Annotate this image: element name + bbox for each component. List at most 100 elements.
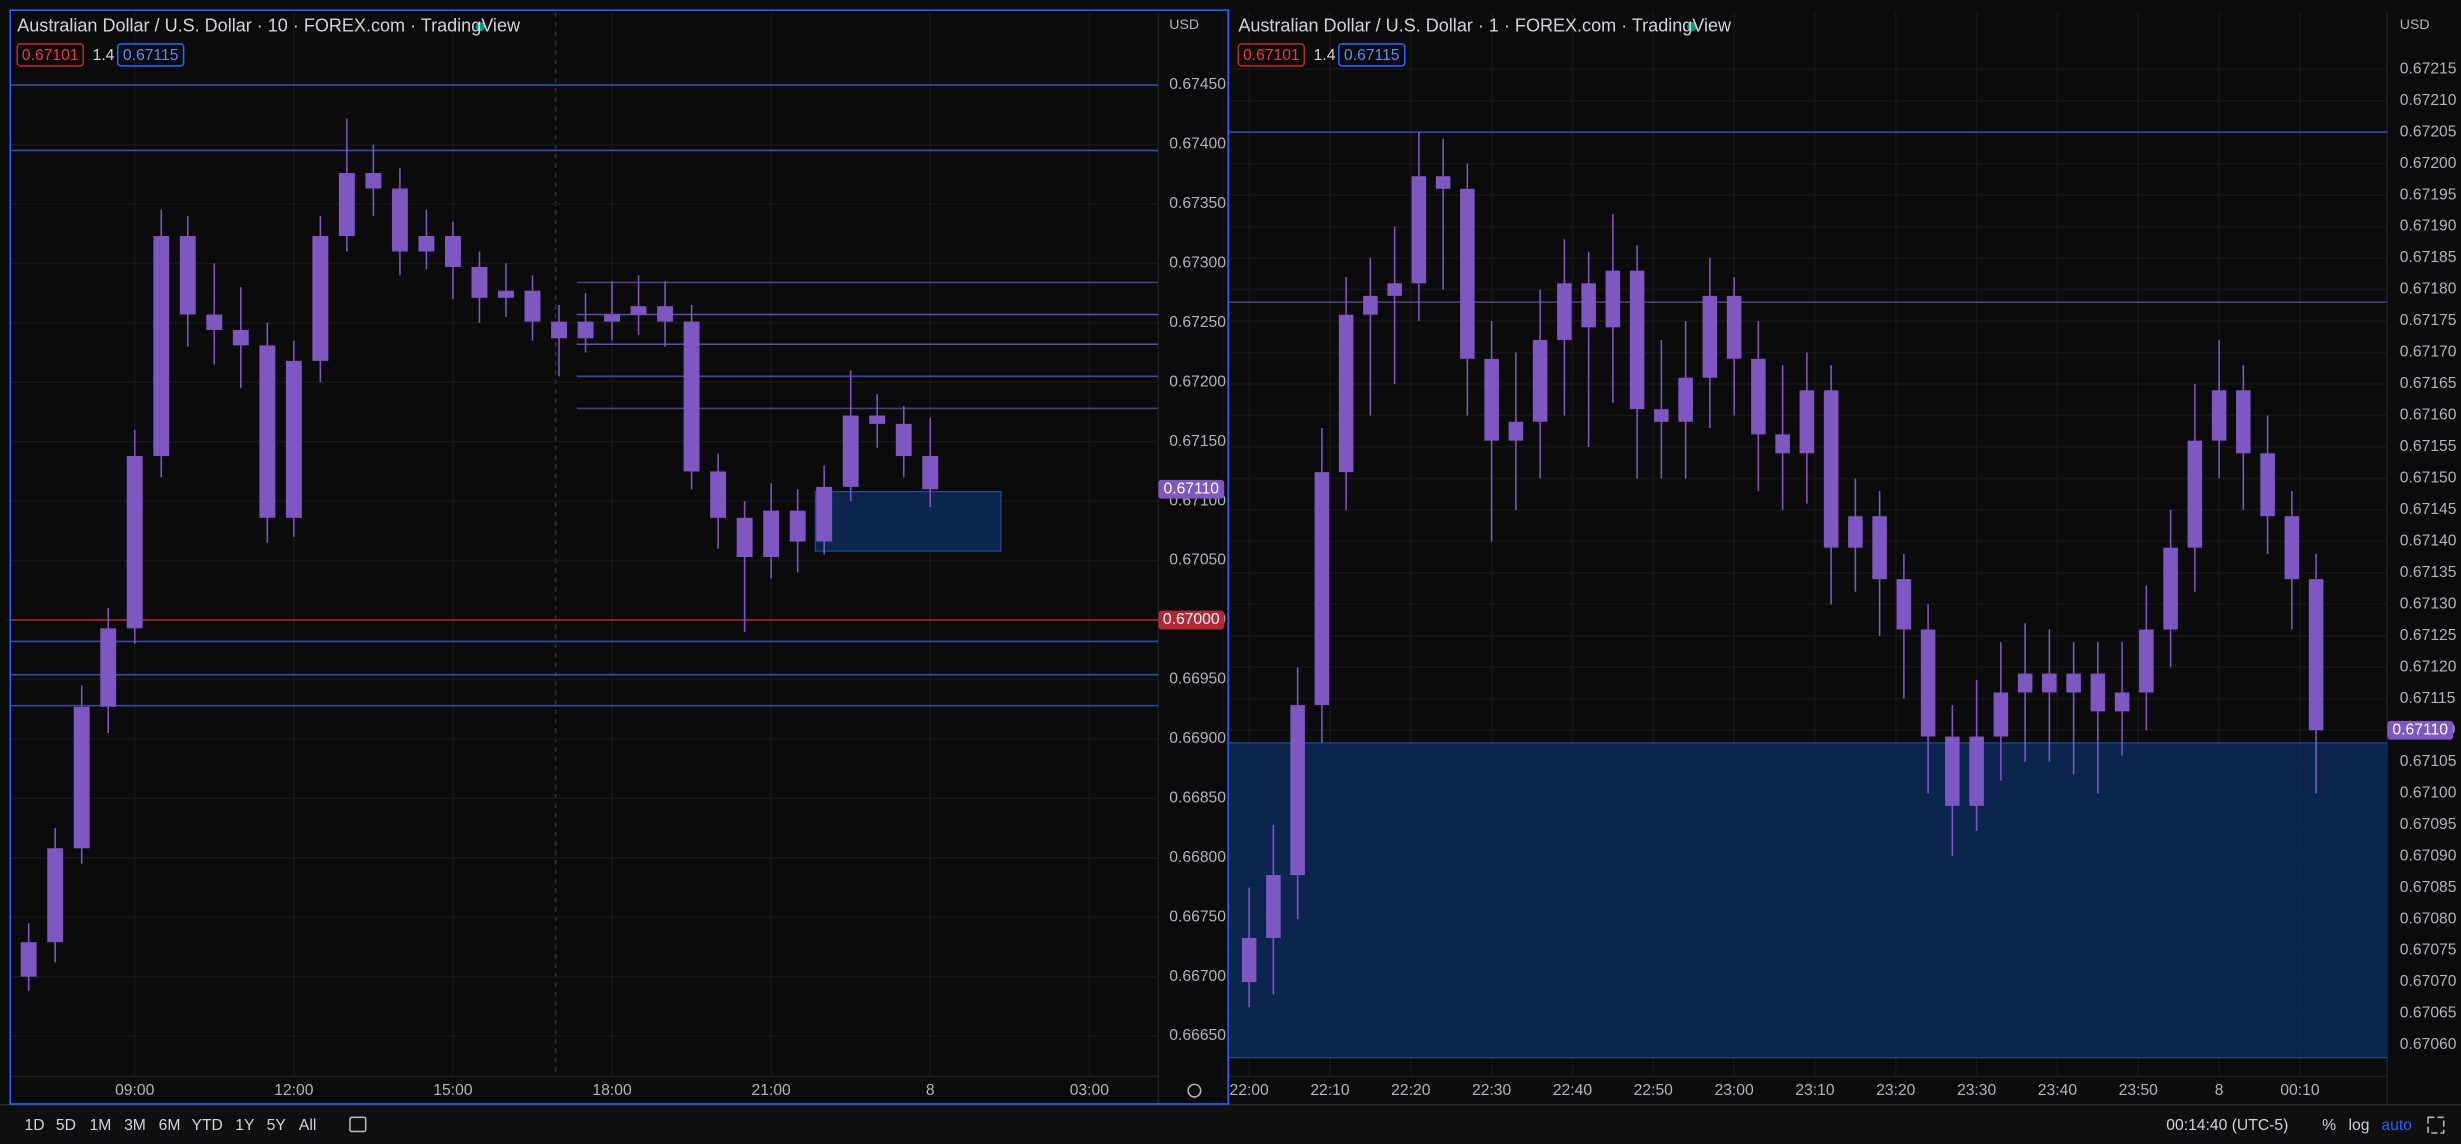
candle-body [1678, 377, 1693, 422]
active-pane-border [9, 9, 1229, 1105]
candle-body [1460, 188, 1475, 359]
candle-body [338, 173, 355, 237]
bid-box[interactable] [1237, 43, 1306, 67]
candle-body [1920, 629, 1936, 737]
ask-price[interactable]: 0.67115 [123, 47, 179, 64]
price-label: 0.67110 [2392, 721, 2448, 738]
range-button[interactable]: All [299, 1117, 316, 1134]
x-tick-label: 21:00 [752, 1082, 792, 1099]
currency[interactable]: USD [2400, 16, 2430, 32]
ask-price[interactable]: 0.67115 [1344, 47, 1400, 64]
y-tick-label: 0.67170 [2400, 344, 2457, 361]
y-tick-label: 0.67190 [2400, 218, 2457, 235]
x-tick-label: 8 [926, 1082, 935, 1099]
range-button[interactable]: 5Y [267, 1117, 287, 1134]
zone-box [1228, 742, 2388, 1059]
bottom-toolbar [0, 1104, 2461, 1144]
candle-body [1435, 176, 1451, 189]
candle-body [100, 628, 117, 707]
y-tick-label: 0.67400 [1169, 136, 1226, 153]
candle-body [524, 290, 541, 322]
candle-body [2042, 673, 2057, 693]
candle-body [1411, 176, 1427, 284]
y-tick-label: 0.67065 [2400, 1005, 2457, 1022]
ask-box[interactable] [116, 43, 185, 67]
candle-body [126, 455, 143, 629]
x-tick-label: 23:00 [1714, 1082, 1754, 1099]
candle-body [2187, 440, 2203, 548]
range-button[interactable]: 5D [56, 1117, 76, 1134]
x-tick-label: 22:30 [1472, 1082, 1512, 1099]
price-label: 0.67110 [1163, 480, 1219, 497]
bid-box[interactable] [16, 43, 84, 67]
y-tick-label: 0.66950 [1169, 671, 1226, 688]
settings-icon[interactable] [1187, 1083, 1202, 1098]
candle-body [1557, 283, 1572, 340]
currency[interactable]: USD [1169, 16, 1199, 32]
zone-box [814, 491, 1002, 552]
range-button[interactable]: 1M [90, 1117, 112, 1134]
y-tick-label: 0.67070 [2400, 973, 2457, 990]
candle-body [1993, 692, 2009, 737]
candle-body [1484, 358, 1499, 441]
ask-box[interactable] [1338, 43, 1406, 67]
candle-body [2163, 547, 2178, 630]
y-tick-label: 0.67050 [1169, 552, 1226, 569]
x-tick-label: 12:00 [274, 1082, 314, 1099]
range-button[interactable]: 3M [124, 1117, 146, 1134]
range-button[interactable]: 6M [159, 1117, 181, 1134]
x-tick-label: 18:00 [592, 1082, 632, 1099]
candle-body [1338, 314, 1354, 473]
y-tick-label: 0.67145 [2400, 501, 2457, 518]
chart-title: Australian Dollar / U.S. Dollar · 1 · FO… [1238, 15, 1732, 35]
candle-body [1532, 339, 1548, 422]
y-tick-label: 0.67140 [2400, 533, 2457, 550]
y-tick-label: 0.67215 [2400, 60, 2457, 77]
candle-body [2308, 579, 2324, 731]
candle-body [869, 415, 886, 424]
candle-body [1581, 283, 1596, 328]
candle-body [365, 173, 382, 189]
x-tick-label: 23:20 [1876, 1082, 1916, 1099]
y-tick-label: 0.67085 [2400, 879, 2457, 896]
y-tick-label: 0.67125 [2400, 627, 2457, 644]
candle-body [1605, 270, 1621, 328]
y-tick-label: 0.67350 [1169, 195, 1226, 212]
price-label-box [1158, 479, 1225, 499]
candle-body [842, 415, 859, 487]
auto-toggle[interactable]: auto [2381, 1117, 2412, 1134]
candle-body [922, 455, 939, 490]
candle-body [763, 510, 780, 558]
y-tick-label: 0.67205 [2400, 123, 2457, 140]
x-tick-label: 23:40 [2038, 1082, 2078, 1099]
candle-body [391, 188, 408, 252]
fullscreen-icon[interactable] [2427, 1116, 2445, 1134]
x-tick-label: 09:00 [115, 1082, 155, 1099]
spread: 1.4 [93, 47, 115, 64]
plot-area [1228, 12, 2388, 1077]
log-toggle[interactable]: log [2349, 1117, 2370, 1134]
candle-body [2284, 516, 2300, 580]
bid-price[interactable]: 0.67101 [1243, 47, 1300, 64]
x-tick-label: 15:00 [433, 1082, 473, 1099]
price-label-box [2387, 720, 2454, 740]
y-tick-label: 0.67300 [1169, 255, 1226, 272]
date-range-icon[interactable] [349, 1116, 367, 1133]
range-button[interactable]: 1Y [235, 1117, 255, 1134]
range-button[interactable]: 1D [24, 1117, 44, 1134]
x-tick-label: 22:10 [1310, 1082, 1350, 1099]
candle-body [2139, 629, 2154, 693]
bid-price[interactable]: 0.67101 [22, 47, 79, 64]
range-button[interactable]: YTD [191, 1117, 222, 1134]
candle-body [1945, 736, 1960, 806]
candle-body [1751, 358, 1766, 435]
candle-body [1314, 472, 1330, 706]
candle-body [1629, 270, 1645, 410]
percent-toggle[interactable]: % [2322, 1117, 2336, 1134]
candle-body [444, 236, 461, 267]
candle-body [1969, 736, 1984, 806]
candle-body [1823, 390, 1839, 548]
y-tick-label: 0.66850 [1169, 789, 1226, 806]
y-tick-label: 0.67450 [1169, 76, 1226, 93]
